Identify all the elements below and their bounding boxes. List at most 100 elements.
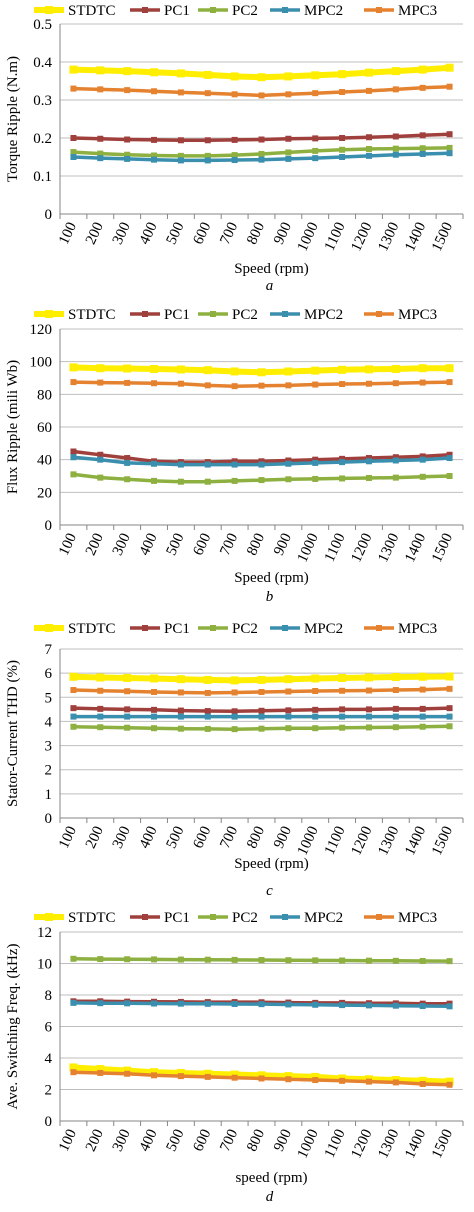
- data-point-stdtc: [391, 365, 400, 374]
- legend-marker-mpc3: [376, 7, 382, 13]
- data-point-stdtc: [445, 364, 454, 373]
- x-tick-label: 1000: [295, 220, 322, 254]
- data-point-mpc3: [365, 380, 372, 387]
- series-mpc3: [70, 1069, 453, 1088]
- data-point-pc1: [97, 135, 104, 142]
- legend-label-stdtc: STDTC: [68, 307, 116, 323]
- data-point-stdtc: [418, 672, 427, 681]
- y-tick-label: 40: [37, 453, 52, 469]
- data-point-mpc2: [204, 713, 211, 720]
- data-point-mpc2: [285, 460, 292, 467]
- data-point-pc2: [97, 956, 104, 963]
- data-point-pc1: [258, 458, 265, 465]
- data-point-mpc3: [97, 1069, 104, 1076]
- data-point-mpc3: [231, 91, 238, 98]
- legend-label-mpc2: MPC2: [304, 910, 343, 926]
- y-axis-title: Stator-Current THD (%): [5, 660, 21, 807]
- data-point-pc2: [258, 725, 265, 732]
- legend-label-pc1: PC1: [164, 910, 190, 926]
- data-point-pc2: [204, 478, 211, 485]
- x-tick-label: 200: [83, 220, 107, 247]
- data-point-pc1: [258, 136, 265, 143]
- data-point-mpc3: [258, 382, 265, 389]
- x-axis-title: Speed (rpm): [234, 856, 309, 872]
- data-point-stdtc: [445, 63, 454, 72]
- data-point-mpc3: [231, 1074, 238, 1081]
- data-point-pc2: [365, 474, 372, 481]
- data-point-mpc2: [285, 155, 292, 162]
- legend: STDTC PC1 PC2 MPC2 MPC3: [34, 621, 437, 637]
- data-point-mpc3: [231, 383, 238, 390]
- data-point-pc2: [204, 152, 211, 159]
- x-tick-label: 200: [83, 824, 107, 851]
- y-tick-label: 3: [45, 739, 53, 755]
- series-pc2: [70, 955, 453, 965]
- data-point-stdtc: [418, 364, 427, 373]
- data-point-pc1: [365, 455, 372, 462]
- data-point-pc2: [446, 958, 453, 965]
- x-tick-label: 500: [164, 531, 188, 558]
- data-point-pc1: [124, 136, 131, 143]
- series-pc1: [70, 131, 453, 144]
- x-axis-title: Speed (rpm): [234, 261, 309, 277]
- data-point-pc2: [151, 477, 158, 484]
- data-point-pc2: [231, 956, 238, 963]
- data-point-mpc3: [339, 687, 346, 694]
- data-point-stdtc: [257, 1071, 266, 1080]
- x-tick-label: 600: [190, 220, 214, 247]
- data-point-pc1: [97, 451, 104, 458]
- x-tick-label: 200: [83, 1127, 107, 1154]
- data-point-mpc2: [365, 458, 372, 465]
- data-point-pc1: [70, 705, 77, 712]
- legend-marker-pc1: [142, 7, 148, 13]
- data-point-pc2: [70, 149, 77, 156]
- data-point-pc1: [70, 448, 77, 455]
- x-tick-label: 1500: [429, 531, 456, 565]
- data-point-mpc2: [151, 1000, 158, 1007]
- data-point-stdtc: [96, 364, 105, 373]
- data-point-mpc3: [124, 688, 131, 695]
- data-point-pc2: [339, 475, 346, 482]
- data-point-mpc2: [339, 713, 346, 720]
- data-point-stdtc: [150, 365, 159, 374]
- data-point-pc2: [365, 724, 372, 731]
- series-stdtc: [69, 672, 454, 685]
- data-point-stdtc: [364, 365, 373, 374]
- data-point-pc2: [204, 956, 211, 963]
- data-point-mpc2: [177, 713, 184, 720]
- x-tick-label: 800: [244, 220, 268, 247]
- x-tick-label: 500: [164, 1127, 188, 1154]
- data-point-mpc2: [446, 1003, 453, 1010]
- x-tick-label: 1200: [348, 824, 375, 858]
- data-point-mpc3: [285, 688, 292, 695]
- data-point-mpc2: [177, 1000, 184, 1007]
- series-pc2: [70, 471, 453, 485]
- data-point-stdtc: [257, 73, 266, 82]
- x-tick-label: 1500: [429, 1127, 456, 1161]
- data-point-pc2: [151, 956, 158, 963]
- legend-marker-stdtc: [45, 624, 53, 632]
- data-point-mpc2: [339, 459, 346, 466]
- data-point-stdtc: [203, 1069, 212, 1078]
- data-point-pc1: [204, 708, 211, 715]
- series-pc2: [70, 723, 453, 733]
- data-point-stdtc: [284, 1072, 293, 1081]
- data-point-mpc3: [151, 1072, 158, 1079]
- data-point-pc2: [365, 957, 372, 964]
- data-point-mpc2: [285, 713, 292, 720]
- data-point-mpc2: [446, 455, 453, 462]
- data-point-stdtc: [338, 673, 347, 682]
- x-tick-label: 700: [217, 220, 241, 247]
- data-point-pc2: [177, 152, 184, 159]
- legend-label-pc2: PC2: [232, 307, 258, 323]
- data-point-pc1: [446, 131, 453, 138]
- x-tick-label: 1300: [375, 824, 402, 858]
- y-tick-label: 120: [30, 322, 53, 338]
- series-mpc2: [70, 454, 453, 468]
- data-point-pc2: [97, 724, 104, 731]
- data-point-mpc2: [231, 157, 238, 164]
- data-point-mpc2: [231, 461, 238, 468]
- y-tick-label: 6: [45, 1020, 53, 1036]
